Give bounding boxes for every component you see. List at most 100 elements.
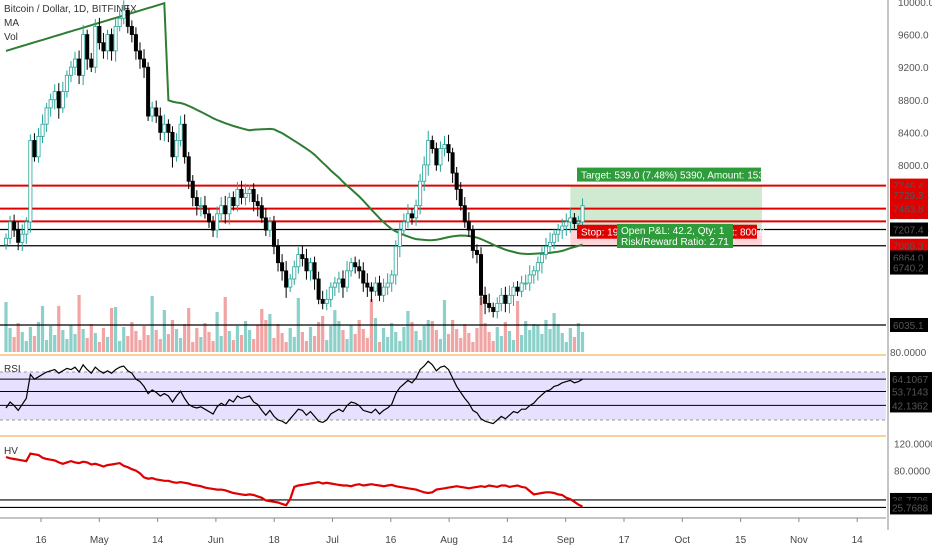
volume-bar bbox=[576, 323, 581, 352]
y-tick-label: 10000.0 bbox=[898, 0, 932, 9]
moving-average-line bbox=[5, 1, 583, 256]
candle bbox=[154, 107, 159, 117]
volume-bar bbox=[317, 322, 321, 352]
volume-bar bbox=[142, 326, 146, 352]
candle bbox=[491, 307, 496, 312]
volume-bar bbox=[24, 341, 28, 352]
volume-bar bbox=[154, 330, 158, 352]
volume-bar bbox=[312, 336, 317, 352]
rsi-level-label: 64.1067 bbox=[892, 375, 929, 386]
volume-bar bbox=[126, 336, 130, 352]
candle bbox=[271, 221, 276, 247]
rsi-level-bg bbox=[890, 398, 932, 413]
volume-bar bbox=[442, 300, 447, 352]
volume-bar bbox=[49, 326, 53, 352]
volume-bar bbox=[377, 342, 382, 352]
price-level-label: 7207.4 bbox=[893, 225, 924, 236]
volume-bar bbox=[276, 324, 280, 352]
volume-bar bbox=[28, 327, 32, 352]
candle bbox=[190, 180, 195, 198]
candle bbox=[251, 188, 256, 202]
y-tick-label: 9600.0 bbox=[898, 31, 929, 42]
rsi-label: RSI bbox=[4, 364, 21, 375]
candle bbox=[44, 107, 49, 125]
candle bbox=[109, 34, 114, 52]
candle bbox=[462, 205, 467, 223]
y-tick-label: 9200.0 bbox=[898, 63, 929, 74]
volume-bar bbox=[390, 323, 394, 352]
volume-bar bbox=[552, 313, 556, 352]
candle bbox=[430, 140, 435, 150]
candle bbox=[474, 250, 479, 255]
volume-bar bbox=[520, 335, 524, 352]
candle bbox=[166, 123, 171, 133]
candle bbox=[470, 229, 475, 251]
volume-bar bbox=[105, 337, 110, 352]
x-tick-label: May bbox=[90, 535, 109, 546]
price-level-label: 7729.3 bbox=[893, 191, 924, 202]
volume-bar bbox=[438, 339, 443, 352]
legend-symbol: Bitcoin / Dollar, 1D, BITFINEX bbox=[4, 4, 137, 15]
volume-bar bbox=[252, 339, 256, 352]
candle bbox=[97, 26, 102, 44]
candle bbox=[129, 26, 134, 35]
candle bbox=[535, 262, 540, 272]
volume-bar bbox=[260, 309, 264, 352]
volume-bar bbox=[515, 301, 520, 352]
candle bbox=[186, 156, 191, 182]
candle bbox=[60, 91, 65, 109]
volume-bar bbox=[308, 327, 313, 352]
volume-bar bbox=[487, 332, 491, 352]
price-level-bg bbox=[890, 222, 928, 237]
volume-bar bbox=[174, 329, 179, 352]
candle bbox=[357, 266, 362, 272]
volume-bar bbox=[414, 331, 418, 352]
candle bbox=[105, 34, 110, 52]
candle bbox=[531, 270, 536, 276]
volume-bar bbox=[77, 295, 81, 352]
volume-bar bbox=[191, 342, 195, 352]
hv-line bbox=[5, 452, 583, 508]
candle bbox=[77, 58, 82, 76]
price-level-bg bbox=[890, 187, 928, 202]
volume-bar bbox=[544, 320, 548, 352]
candle bbox=[426, 140, 431, 166]
candle bbox=[483, 294, 488, 304]
candle bbox=[527, 274, 532, 284]
volume-bar bbox=[410, 322, 414, 352]
volume-bar bbox=[499, 336, 503, 352]
volume-bar bbox=[426, 320, 430, 352]
candle bbox=[16, 229, 21, 243]
candle bbox=[479, 254, 484, 296]
volume-bar bbox=[341, 330, 345, 352]
candle bbox=[178, 123, 183, 141]
volume-bar bbox=[134, 331, 138, 352]
volume-bar bbox=[183, 324, 187, 352]
hv-tick-label: 120.0000 bbox=[894, 439, 932, 450]
volume-bar bbox=[8, 328, 12, 352]
volume-bar bbox=[239, 335, 244, 352]
volume-bar bbox=[532, 324, 536, 352]
candle bbox=[543, 245, 548, 255]
candle bbox=[385, 282, 390, 288]
volume-bar bbox=[45, 340, 49, 352]
price-level-label: 6035.1 bbox=[893, 321, 924, 332]
candle bbox=[414, 205, 419, 219]
candle bbox=[458, 188, 463, 207]
candle bbox=[495, 303, 500, 312]
candle bbox=[170, 131, 175, 158]
candle bbox=[328, 286, 333, 300]
candles bbox=[4, 0, 585, 319]
candle bbox=[349, 262, 354, 272]
candle bbox=[442, 144, 447, 150]
x-tick-label: Oct bbox=[675, 535, 691, 546]
volume-bar bbox=[158, 339, 162, 352]
price-level-label: 7463.8 bbox=[893, 205, 924, 216]
candle bbox=[158, 115, 163, 133]
volume-bar bbox=[264, 320, 268, 352]
candle bbox=[56, 91, 61, 109]
volume-bar bbox=[288, 328, 292, 352]
candle bbox=[507, 294, 512, 304]
volume-bar bbox=[16, 323, 20, 352]
